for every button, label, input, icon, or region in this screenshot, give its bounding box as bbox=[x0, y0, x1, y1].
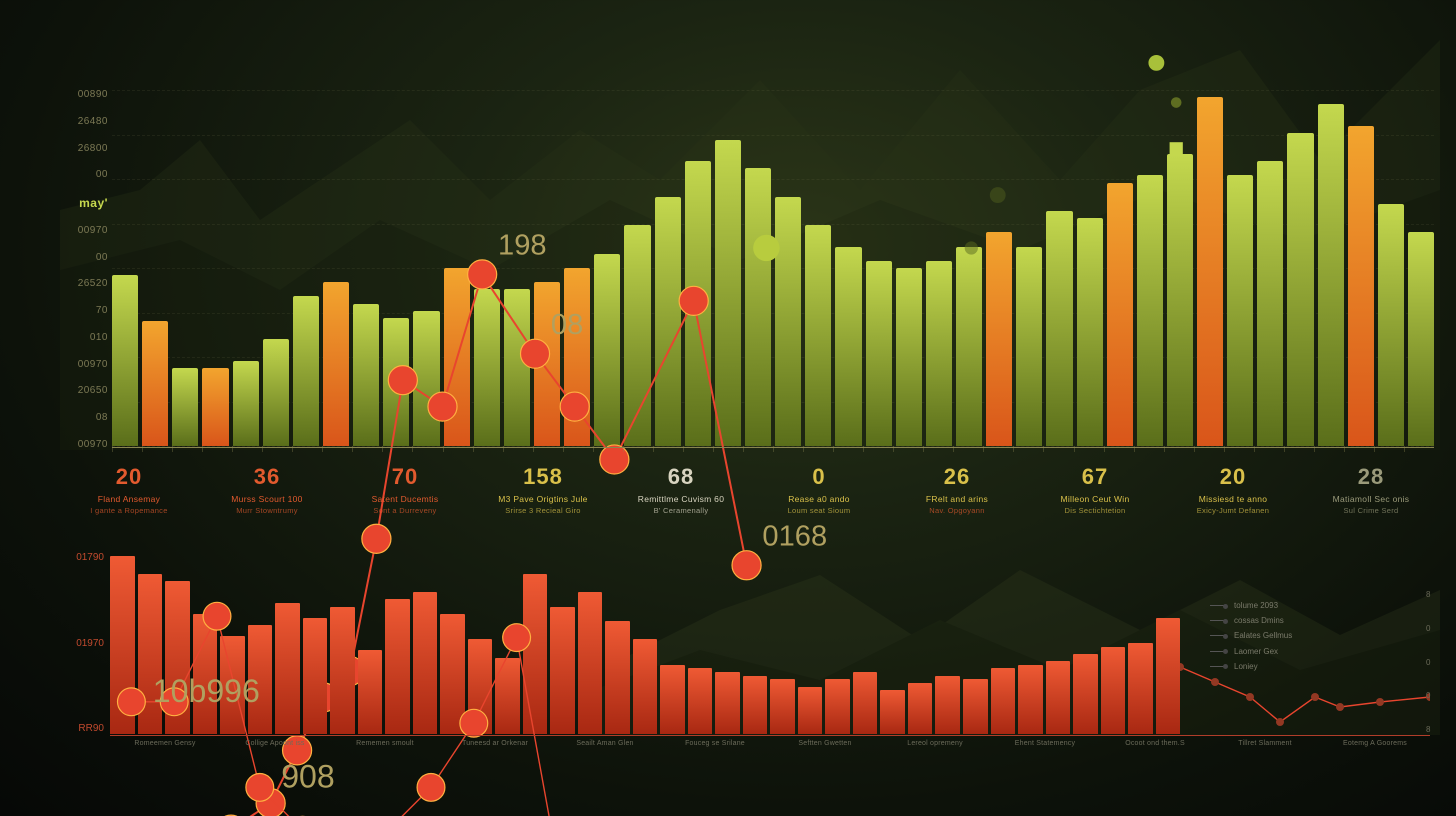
legend-item: cossas Dmins bbox=[1210, 613, 1410, 628]
y-tick: 00890 bbox=[60, 90, 108, 100]
y-tick: 00970 bbox=[60, 226, 108, 236]
x-label: Collige Apoont iss bbox=[220, 740, 330, 760]
kpi-label-2: Sul Crime Serd bbox=[1302, 506, 1440, 515]
kpi-value: 67 bbox=[1026, 464, 1164, 490]
svg-text:08: 08 bbox=[551, 309, 583, 341]
legend-bottom: tolume 2093cossas DminsEalates GellmusLa… bbox=[1210, 598, 1410, 674]
kpi-label-1: Murss Scourt 100 bbox=[198, 494, 336, 504]
line-overlay-bottom-2 bbox=[1180, 552, 1430, 802]
kpi-label-1: M3 Pave Origtins Jule bbox=[474, 494, 612, 504]
top-chart: 00890 26480 26800 00 may' 00970 00 26520 70 010 00… bbox=[60, 10, 1440, 450]
x-label: Seftten Gwetten bbox=[770, 740, 880, 760]
y-tick: 01970 bbox=[60, 638, 104, 649]
x-label: Rememen smoult bbox=[330, 740, 440, 760]
y-tick: may' bbox=[60, 197, 108, 209]
kpi: 70 Satent Ducemtis Sont a Durreveny bbox=[336, 464, 474, 515]
x-label: Seailt Aman Glen bbox=[550, 740, 660, 760]
kpi-label-1: Matiamoll Sec onis bbox=[1302, 494, 1440, 504]
kpi: 67 Milleon Ceut Win Dis Sectichtetion bbox=[1026, 464, 1164, 515]
svg-text:10b996: 10b996 bbox=[153, 673, 260, 709]
x-label: Romeemen Gensy bbox=[110, 740, 220, 760]
kpi-label-2: Srirse 3 Recieal Giro bbox=[474, 506, 612, 515]
kpi-label-2: Nav. Opgoyann bbox=[888, 506, 1026, 515]
kpi-label-2: Murr Stowntrumy bbox=[198, 506, 336, 515]
kpi-value: 26 bbox=[888, 464, 1026, 490]
y-tick: 26480 bbox=[60, 117, 108, 127]
x-labels-bottom: Romeemen GensyCollige Apoont issRememen … bbox=[110, 740, 1430, 760]
y-tick: 00970 bbox=[60, 360, 108, 370]
x-label: Ehent Statemency bbox=[990, 740, 1100, 760]
bottom-chart: 0179001970RR90 10b9969080hds tolume 2093… bbox=[60, 540, 1440, 760]
x-label: Tuneesd ar Orkenar bbox=[440, 740, 550, 760]
kpi-label-2: Loum seat Sioum bbox=[750, 506, 888, 515]
kpi-label-1: Satent Ducemtis bbox=[336, 494, 474, 504]
kpi-label-1: Missiesd te anno bbox=[1164, 494, 1302, 504]
kpi-value: 36 bbox=[198, 464, 336, 490]
y-axis-top: 00890 26480 26800 00 may' 00970 00 26520 70 010 00… bbox=[60, 90, 108, 450]
y-tick: 00970 bbox=[60, 440, 108, 450]
svg-text:908: 908 bbox=[281, 758, 335, 794]
kpi-label-2: Exicy-Jumt Defanen bbox=[1164, 506, 1302, 515]
y-tick-right: 0 bbox=[1426, 658, 1442, 667]
kpi-label-1: Rease a0 ando bbox=[750, 494, 888, 504]
kpi: 26 FRelt and arins Nav. Opgoyann bbox=[888, 464, 1026, 515]
kpi: 158 M3 Pave Origtins Jule Srirse 3 Recieal… bbox=[474, 464, 612, 515]
kpi: 0 Rease a0 ando Loum seat Sioum bbox=[750, 464, 888, 515]
kpi-value: 20 bbox=[60, 464, 198, 490]
x-label: Tillret Slamment bbox=[1210, 740, 1320, 760]
x-ticks-top bbox=[112, 446, 1434, 452]
svg-text:198: 198 bbox=[498, 230, 547, 262]
kpi: 36 Murss Scourt 100 Murr Stowntrumy bbox=[198, 464, 336, 515]
y-tick: 00 bbox=[60, 253, 108, 263]
y-tick-right: 8 bbox=[1426, 590, 1442, 599]
kpi-label-2: Sont a Durreveny bbox=[336, 506, 474, 515]
y-axis-bottom: 01790 01970 RR90 bbox=[60, 552, 104, 734]
y-tick: 26520 bbox=[60, 279, 108, 289]
y-tick: RR90 bbox=[60, 723, 104, 734]
y-tick: 01790 bbox=[60, 552, 104, 563]
kpi-label-2: I gante a Ropemance bbox=[60, 506, 198, 515]
legend-item: Laomer Gex bbox=[1210, 644, 1410, 659]
x-label: Fouceg se Srilane bbox=[660, 740, 770, 760]
x-label: Ocoot ond them.S bbox=[1100, 740, 1210, 760]
kpi-label-2: Dis Sectichtetion bbox=[1026, 506, 1164, 515]
kpi-label-1: Milleon Ceut Win bbox=[1026, 494, 1164, 504]
x-label: Lereol opremeny bbox=[880, 740, 990, 760]
kpi-label-1: Remittlme Cuvism 60 bbox=[612, 494, 750, 504]
y-axis-bottom-right: 8 0 0 0 8 bbox=[1426, 590, 1442, 734]
kpi-label-1: FRelt and arins bbox=[888, 494, 1026, 504]
kpi: 28 Matiamoll Sec onis Sul Crime Serd bbox=[1302, 464, 1440, 515]
kpi: 68 Remittlme Cuvism 60 B' Ceramenally bbox=[612, 464, 750, 515]
x-axis-bottom bbox=[110, 735, 1430, 736]
kpi-value: 70 bbox=[336, 464, 474, 490]
kpi-strip: 20 Fland Ansemay I gante a Ropemance 36 Murs… bbox=[60, 464, 1440, 526]
y-tick-right: 0 bbox=[1426, 624, 1442, 633]
y-tick: 26800 bbox=[60, 144, 108, 154]
y-tick: 08 bbox=[60, 413, 108, 423]
kpi-label-2: B' Ceramenally bbox=[612, 506, 750, 515]
kpi-value: 0 bbox=[750, 464, 888, 490]
kpi-value: 68 bbox=[612, 464, 750, 490]
y-tick: 70 bbox=[60, 306, 108, 316]
legend-item: Loniey bbox=[1210, 659, 1410, 674]
kpi-value: 158 bbox=[474, 464, 612, 490]
line-overlay-bottom-1: 10b9969080hds bbox=[110, 552, 1180, 816]
y-tick-right: 8 bbox=[1426, 725, 1442, 734]
y-tick-right: 0 bbox=[1426, 691, 1442, 700]
kpi-label-1: Fland Ansemay bbox=[60, 494, 198, 504]
y-tick: 20650 bbox=[60, 386, 108, 396]
legend-item: Ealates Gellmus bbox=[1210, 628, 1410, 643]
kpi-value: 20 bbox=[1164, 464, 1302, 490]
kpi: 20 Missiesd te anno Exicy-Jumt Defanen bbox=[1164, 464, 1302, 515]
kpi: 20 Fland Ansemay I gante a Ropemance bbox=[60, 464, 198, 515]
y-tick: 010 bbox=[60, 333, 108, 343]
legend-item: tolume 2093 bbox=[1210, 598, 1410, 613]
y-tick: 00 bbox=[60, 170, 108, 180]
x-label: Eotemg A Goorems bbox=[1320, 740, 1430, 760]
kpi-value: 28 bbox=[1302, 464, 1440, 490]
